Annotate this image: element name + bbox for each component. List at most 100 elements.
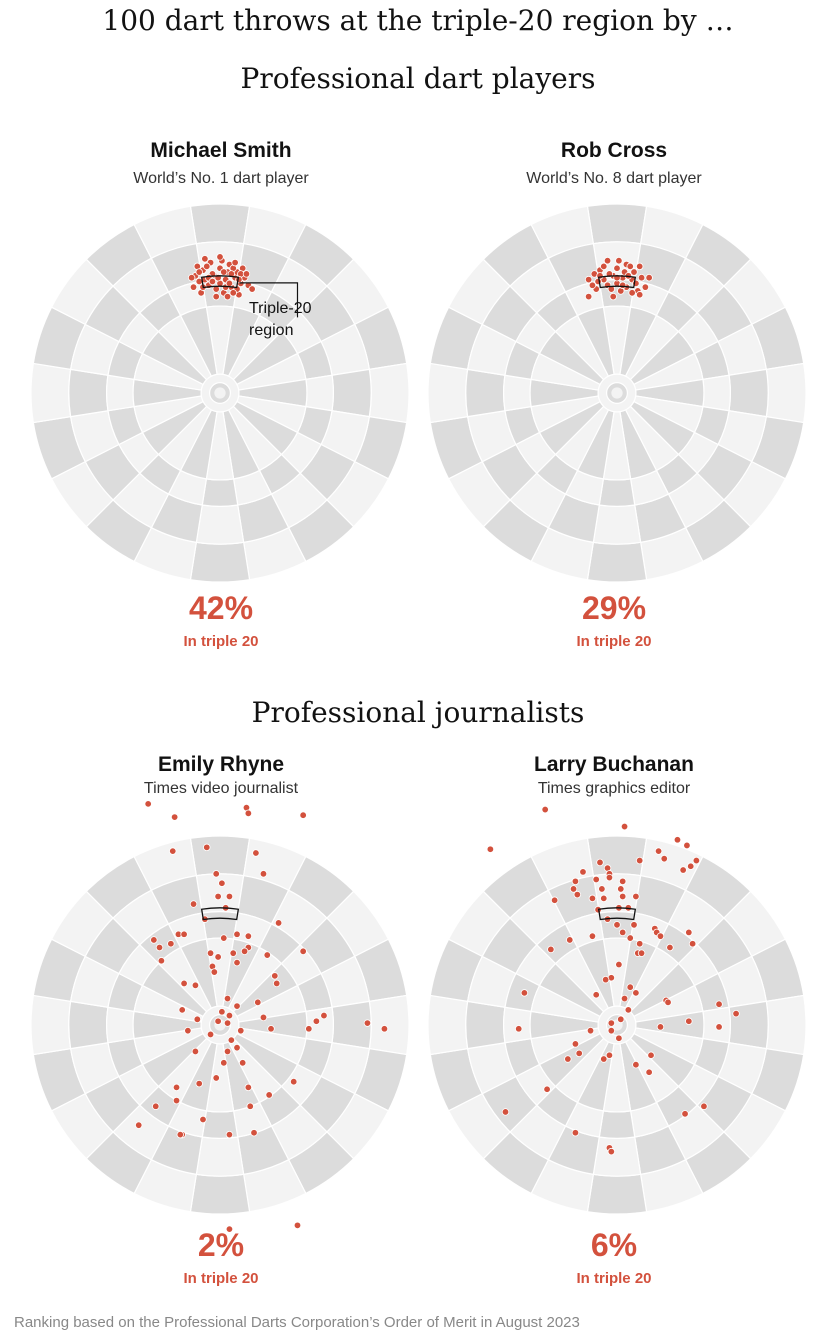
board-segment (598, 1110, 636, 1139)
dart-throw-point (603, 257, 612, 265)
dart-throw-point (320, 1011, 328, 1020)
board-segment (331, 368, 372, 418)
dart-throw-point (618, 928, 627, 937)
dart-throw-point (666, 943, 674, 952)
dart-throw-point (615, 960, 623, 969)
dart-throw-point (214, 953, 222, 961)
dart-throw-point (218, 879, 226, 887)
dart-throw-point (225, 1225, 234, 1233)
dart-throw-point (541, 805, 549, 814)
board-segment (586, 541, 648, 583)
dart-throw-point (176, 1130, 185, 1139)
player-name: Michael Smith (150, 139, 292, 162)
dart-throw-point (229, 949, 237, 957)
dart-throw-point (607, 1147, 616, 1156)
dart-throw-point (613, 264, 621, 272)
dart-throw-point (641, 283, 650, 291)
dart-throw-point (613, 921, 621, 929)
dart-throw-point (271, 972, 279, 980)
bullseye-center (611, 387, 623, 399)
dart-throw-point (169, 847, 177, 855)
dart-throw-point (220, 268, 228, 276)
dart-throw-point (293, 1221, 302, 1230)
annotation-line-2: region (249, 322, 294, 339)
dart-throw-point (683, 841, 691, 850)
dart-throw-point (615, 257, 623, 265)
player-name: Larry Buchanan (534, 753, 694, 776)
dart-throw-point (637, 274, 646, 282)
board-segment (765, 362, 807, 424)
dart-throw-point (214, 892, 222, 901)
dart-throw-point (588, 281, 597, 289)
dart-throw-point (630, 268, 638, 276)
player-subtitle: World’s No. 8 dart player (526, 170, 702, 187)
board-segment (201, 478, 239, 507)
dart-throw-point (628, 289, 636, 297)
dart-throw-point (687, 862, 695, 870)
board-segment (368, 362, 410, 424)
dart-throw-point (520, 989, 529, 997)
dart-throw-point (225, 892, 234, 901)
dart-throw-point (193, 1015, 202, 1024)
dart-throw-point (170, 813, 179, 821)
board-segment (427, 362, 469, 424)
dart-throw-point (596, 858, 604, 867)
dart-throw-point (225, 279, 234, 288)
dart-throw-point (630, 921, 638, 929)
percent-label: In triple 20 (183, 633, 259, 650)
dart-throw-point (250, 1129, 258, 1137)
dart-throw-point (167, 940, 175, 948)
dart-throw-point (252, 849, 260, 857)
board-segment (305, 1006, 334, 1044)
dart-throw-point (225, 1011, 234, 1020)
dart-throw-point (588, 894, 597, 903)
dart-throw-point (571, 877, 580, 886)
board-segment (702, 374, 731, 412)
dart-throw-point (210, 968, 219, 976)
annotation-leader-line (239, 282, 299, 318)
dart-throw-point (223, 292, 232, 301)
dart-throw-point (635, 291, 644, 299)
dart-throw-point (187, 274, 196, 282)
dart-throw-point (543, 1085, 551, 1093)
dart-throw-point (272, 979, 281, 988)
dart-throw-point (571, 1040, 580, 1048)
board-segment (368, 994, 410, 1056)
dart-throw-point (656, 932, 665, 940)
dart-throw-point (152, 1102, 160, 1110)
dart-throw-point (685, 1017, 693, 1025)
dart-throw-point (220, 934, 228, 942)
dart-throw-point (214, 1017, 222, 1025)
dart-throw-point (231, 258, 239, 267)
board-segment (586, 835, 648, 877)
board-segment (195, 1136, 245, 1177)
dart-throw-point (618, 877, 627, 886)
dart-throw-point (290, 1077, 298, 1086)
dart-throw-point (299, 811, 307, 819)
dart-throw-point (626, 262, 634, 271)
dart-throw-point (584, 275, 593, 284)
dartboard-michael-smith (30, 203, 410, 583)
chart-title: 100 dart throws at the triple-20 region … (102, 4, 734, 37)
dart-throw-point (607, 1026, 616, 1035)
dart-throw-point (233, 1002, 241, 1010)
dart-throw-point (600, 262, 608, 271)
dart-throw-point (635, 856, 644, 865)
dart-throw-point (380, 1025, 389, 1033)
dart-throw-point (635, 262, 644, 271)
dart-throw-point (607, 1019, 616, 1027)
dart-throw-point (201, 255, 209, 263)
dart-throw-point (189, 900, 198, 908)
dart-throw-point (635, 940, 644, 948)
dart-throw-point (571, 1129, 580, 1137)
triple-20-outline (200, 275, 240, 289)
dart-throw-point (157, 957, 166, 965)
dart-throw-point (363, 1019, 372, 1027)
dart-throw-point (645, 274, 653, 282)
triple-20-outline (200, 907, 240, 921)
dart-throw-point (732, 1009, 740, 1018)
board-segment (728, 368, 769, 418)
board-segment (201, 911, 239, 940)
board-segment (30, 362, 72, 424)
player-subtitle: World’s No. 1 dart player (133, 170, 309, 187)
